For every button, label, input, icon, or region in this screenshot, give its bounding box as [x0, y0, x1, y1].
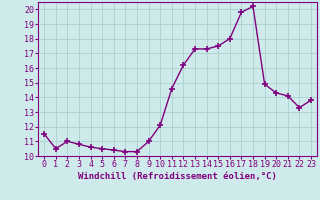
X-axis label: Windchill (Refroidissement éolien,°C): Windchill (Refroidissement éolien,°C) — [78, 172, 277, 181]
